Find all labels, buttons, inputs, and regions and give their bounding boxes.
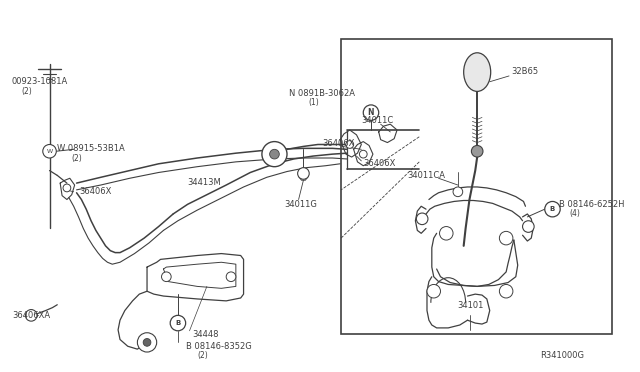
Bar	[341, 39, 612, 334]
Text: 36406X: 36406X	[79, 187, 112, 196]
Text: 00923-1081A: 00923-1081A	[12, 77, 68, 86]
Circle shape	[499, 285, 513, 298]
Text: B: B	[175, 320, 180, 326]
Text: 32B65: 32B65	[511, 67, 538, 76]
Text: 36406X: 36406X	[323, 139, 355, 148]
Circle shape	[143, 339, 151, 346]
Text: W: W	[47, 149, 52, 154]
Text: 34448: 34448	[193, 330, 219, 339]
Text: B: B	[550, 206, 555, 212]
Circle shape	[499, 231, 513, 245]
Text: (2): (2)	[197, 352, 208, 360]
Text: (2): (2)	[22, 87, 32, 96]
Circle shape	[63, 184, 71, 192]
Circle shape	[364, 105, 379, 121]
Circle shape	[138, 333, 157, 352]
Circle shape	[440, 227, 453, 240]
Circle shape	[545, 202, 560, 217]
Text: (1): (1)	[308, 99, 319, 108]
Circle shape	[453, 187, 463, 197]
Text: R341000G: R341000G	[540, 352, 584, 360]
Text: 36406X: 36406X	[364, 159, 396, 168]
Text: W 08915-53B1A: W 08915-53B1A	[57, 144, 125, 153]
Circle shape	[226, 272, 236, 282]
Circle shape	[417, 213, 428, 225]
Circle shape	[26, 310, 37, 321]
Circle shape	[161, 272, 171, 282]
Text: 34011CA: 34011CA	[408, 171, 445, 180]
Text: 36406XA: 36406XA	[12, 311, 50, 320]
Text: (4): (4)	[569, 209, 580, 218]
Text: N: N	[368, 108, 374, 117]
Circle shape	[360, 150, 367, 158]
Text: B 08146-8352G: B 08146-8352G	[186, 342, 252, 351]
Circle shape	[522, 221, 534, 232]
Text: B 08146-6252H: B 08146-6252H	[559, 200, 625, 209]
Circle shape	[472, 145, 483, 157]
Text: 34011C: 34011C	[362, 116, 394, 125]
Circle shape	[269, 149, 279, 159]
Text: (2): (2)	[72, 154, 83, 163]
Circle shape	[298, 168, 309, 179]
Text: 34011G: 34011G	[284, 200, 317, 209]
Circle shape	[346, 141, 354, 148]
Circle shape	[427, 285, 440, 298]
Text: N 0891B-3062A: N 0891B-3062A	[289, 89, 355, 98]
Text: 34413M: 34413M	[188, 178, 221, 187]
Ellipse shape	[463, 53, 491, 92]
Circle shape	[43, 144, 56, 158]
Circle shape	[262, 142, 287, 167]
Circle shape	[170, 315, 186, 331]
Text: 34101: 34101	[457, 301, 484, 310]
